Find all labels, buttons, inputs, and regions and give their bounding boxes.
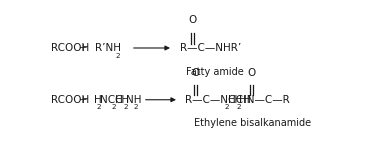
Text: Ethylene bisalkanamide: Ethylene bisalkanamide [194, 118, 311, 128]
Text: +: + [79, 95, 87, 105]
Text: 2: 2 [97, 104, 102, 110]
Text: R—C—NHR’: R—C—NHR’ [180, 43, 241, 53]
Text: 2: 2 [123, 104, 128, 110]
Text: Fatty amide: Fatty amide [186, 67, 244, 77]
Text: O: O [248, 68, 256, 78]
Text: CH: CH [228, 95, 243, 105]
Text: O: O [188, 15, 196, 25]
Text: NH: NH [126, 95, 142, 105]
Text: NCH: NCH [100, 95, 123, 105]
Text: RCOOH: RCOOH [51, 95, 90, 105]
Text: H: H [94, 95, 102, 105]
Text: O: O [191, 68, 199, 78]
Text: RCOOH: RCOOH [51, 43, 90, 53]
Text: 2: 2 [115, 53, 120, 59]
Text: 2: 2 [225, 104, 229, 110]
Text: CH: CH [115, 95, 130, 105]
Text: 2: 2 [236, 104, 241, 110]
Text: +: + [79, 43, 87, 53]
Text: 2: 2 [112, 104, 116, 110]
Text: HN—C—R: HN—C—R [240, 95, 290, 105]
Text: R’NH: R’NH [95, 43, 121, 53]
Text: R—C—NHCH: R—C—NHCH [185, 95, 251, 105]
Text: 2: 2 [134, 104, 139, 110]
